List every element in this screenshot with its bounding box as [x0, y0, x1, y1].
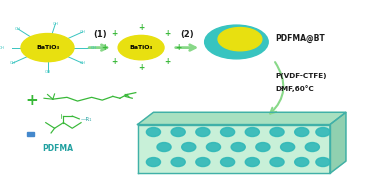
Text: +: + — [112, 29, 118, 38]
Ellipse shape — [171, 128, 185, 136]
Ellipse shape — [196, 128, 210, 136]
Polygon shape — [330, 112, 346, 173]
Text: +: + — [112, 57, 118, 66]
Polygon shape — [138, 112, 346, 125]
Ellipse shape — [316, 128, 330, 136]
Ellipse shape — [182, 143, 196, 152]
Text: +: + — [138, 23, 144, 32]
Circle shape — [21, 33, 74, 62]
Ellipse shape — [206, 143, 221, 152]
Text: OH: OH — [90, 46, 96, 50]
Ellipse shape — [157, 143, 171, 152]
Ellipse shape — [171, 158, 185, 167]
Text: +: + — [25, 93, 38, 108]
Ellipse shape — [221, 158, 235, 167]
Ellipse shape — [270, 158, 284, 167]
Text: PDFMA: PDFMA — [42, 144, 74, 153]
Text: BaTiO₃: BaTiO₃ — [130, 45, 153, 50]
Ellipse shape — [146, 158, 161, 167]
Text: (2): (2) — [180, 30, 194, 39]
Ellipse shape — [281, 143, 295, 152]
Text: +: + — [101, 43, 107, 52]
Text: PDFMA@BT: PDFMA@BT — [275, 34, 325, 43]
Ellipse shape — [146, 128, 161, 136]
Bar — [27, 132, 34, 136]
Text: DMF,60°C: DMF,60°C — [275, 85, 314, 92]
Text: OH: OH — [52, 22, 59, 26]
Ellipse shape — [270, 128, 284, 136]
Text: OH: OH — [80, 30, 86, 34]
Text: OH: OH — [0, 46, 5, 50]
Circle shape — [118, 35, 164, 60]
Circle shape — [205, 25, 268, 59]
Ellipse shape — [196, 158, 210, 167]
Text: (1): (1) — [93, 30, 107, 39]
Ellipse shape — [221, 128, 235, 136]
Text: P(VDF-CTFE): P(VDF-CTFE) — [275, 73, 327, 79]
Text: +: + — [175, 43, 181, 52]
Text: BaTiO₃: BaTiO₃ — [36, 45, 59, 50]
Ellipse shape — [231, 143, 245, 152]
Ellipse shape — [295, 128, 309, 136]
Ellipse shape — [295, 158, 309, 167]
Text: +: + — [164, 29, 171, 38]
Polygon shape — [138, 125, 330, 173]
Ellipse shape — [305, 143, 320, 152]
Ellipse shape — [256, 143, 270, 152]
Ellipse shape — [316, 158, 330, 167]
Text: OH: OH — [10, 61, 15, 65]
Text: OH: OH — [80, 61, 86, 65]
Text: +: + — [164, 57, 171, 66]
Text: OH: OH — [45, 70, 51, 74]
Ellipse shape — [245, 158, 259, 167]
Text: OH: OH — [15, 27, 21, 31]
Ellipse shape — [245, 128, 259, 136]
Text: +: + — [138, 63, 144, 72]
Text: —R₁: —R₁ — [81, 117, 92, 122]
Circle shape — [218, 28, 262, 51]
